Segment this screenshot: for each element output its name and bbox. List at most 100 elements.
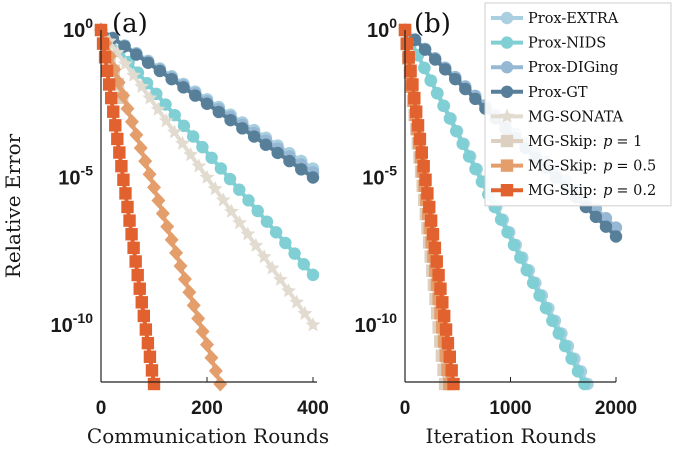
panel-a-mg-skip-p-0-2-marker: [111, 132, 124, 146]
legend-item-mg-skip-p-1: MG-Skip: p = 1: [491, 134, 642, 150]
panel-a-mg-skip-p-0-5-marker: [129, 127, 144, 143]
panel-b-prox-nids-marker: [565, 352, 578, 365]
legend-label: Prox-GT: [528, 85, 588, 101]
panel-a-mg-sonata-marker: [167, 124, 182, 139]
legend-item-prox-extra: Prox-EXTRA: [491, 11, 619, 27]
panel-a-mg-skip-p-0-5-series: [94, 22, 228, 392]
panel-b-mg-skip-p-0-2-marker: [434, 282, 447, 295]
panel-a-mg-skip-p-0-5-marker: [142, 166, 157, 182]
legend-label: MG-SONATA: [528, 109, 624, 125]
panel-b-mg-skip-p-0-2-marker: [439, 323, 453, 336]
panel-b-mg-skip-p-0-2-marker: [398, 23, 412, 37]
panel-a-mg-skip-p-0-2-marker: [127, 241, 140, 255]
panel-a-mg-sonata-marker: [134, 78, 150, 93]
panel-a-mg-sonata-marker: [281, 283, 296, 298]
panel-b-x-tick-label: 0: [400, 398, 411, 419]
legend-label: MG-Skip: p = 0.5: [528, 159, 656, 175]
panel-a-prox-nids-marker: [177, 119, 191, 133]
panel-b-x-label: Iteration Rounds: [426, 424, 597, 448]
legend-label: MG-Skip: p = 0.2: [528, 183, 656, 199]
legend-mg-sonata-marker: [499, 108, 515, 123]
panel-b-mg-skip-p-0-2-marker: [415, 146, 428, 159]
panel-a-prox-gt-marker: [247, 130, 261, 143]
panel-b-prox-nids-marker: [546, 314, 559, 327]
panel-a-mg-skip-p-0-5-marker: [160, 219, 175, 235]
panel-b-prox-nids-marker: [514, 251, 527, 264]
panel-a-mg-sonata-marker: [256, 249, 272, 264]
panel-a-prox-nids-marker: [279, 236, 292, 250]
panel-a-mg-skip-p-0-2-marker: [117, 173, 130, 186]
panel-b-mg-skip-p-0-2-marker: [445, 364, 458, 377]
panel-a-mg-skip-p-0-2-marker: [143, 350, 157, 363]
panel-a-mg-sonata-marker: [248, 237, 264, 252]
panel-a-prox-nids-marker: [288, 247, 301, 260]
panel-b-prox-nids-marker: [418, 61, 431, 75]
panel-a-prox-gt-marker: [153, 64, 167, 78]
panel-a-mg-skip-p-0-5-marker: [186, 297, 201, 313]
panel-b-y-tick-label: 10-10: [355, 310, 398, 337]
panel-b-mg-skip-p-0-2-series: [398, 23, 460, 391]
legend-prox-diging-marker: [500, 60, 514, 74]
panel-a-prox-gt-marker: [306, 171, 320, 184]
panel-a-mg-skip-p-0-5-marker: [177, 271, 192, 287]
panel-a-mg-skip-p-0-5-marker: [182, 284, 197, 300]
legend-prox-gt-marker: [500, 85, 514, 99]
panel-b-mg-skip-p-0-2-marker: [424, 214, 438, 227]
panel-a-prox-gt-marker: [189, 89, 202, 102]
panel-a-mg-sonata-marker: [232, 215, 247, 230]
panel-a-mg-sonata-marker: [289, 294, 305, 309]
panel-a-mg-skip-p-0-2-marker: [109, 119, 122, 132]
panel-b-prox-nids-marker: [552, 327, 565, 340]
panel-a-prox-nids-marker: [260, 215, 274, 228]
panel-a-mg-skip-p-0-5-marker: [191, 310, 206, 326]
panel-a-y-tick-label: 100: [63, 15, 93, 42]
panel-a-mg-sonata-marker: [297, 305, 313, 320]
panel-a-x-tick-label: 0: [96, 398, 107, 419]
panel-a-mg-skip-p-0-2-marker: [107, 105, 120, 118]
panel-a-mg-skip-p-0-2-marker: [141, 336, 155, 350]
panel-b-mg-skip-p-0-2-marker: [437, 309, 451, 323]
panel-b-prox-nids-marker: [571, 365, 585, 378]
panel-b-prox-gt-marker: [469, 92, 482, 106]
panel-a-mg-skip-p-0-5-marker: [208, 363, 223, 379]
panel-a-mg-sonata-marker: [183, 147, 199, 162]
panel-a-mg-skip-p-0-2-marker: [131, 268, 144, 282]
panel-b-y-tick-label: 100: [367, 15, 397, 42]
panel-a-ticks: 0 200 400 100 10-5 10-10: [51, 15, 329, 419]
panel-b-mg-skip-p-0-2-marker: [436, 296, 449, 309]
panel-a-prox-gt-series: [94, 23, 320, 184]
legend-item-mg-sonata: MG-SONATA: [491, 108, 624, 125]
panel-b-prox-gt-marker: [589, 210, 603, 224]
panel-b-prox-nids-series: [398, 23, 591, 391]
panel-a-prox-gt-marker: [200, 97, 214, 110]
panel-b-prox-nids-marker: [450, 124, 463, 138]
panel-a-prox-nids-marker: [196, 140, 209, 154]
panel-b-prox-nids-marker: [558, 339, 572, 353]
legend-label: Prox-DIGing: [528, 60, 618, 76]
panel-b-y-tick-label: 10-5: [362, 163, 397, 190]
panel-a-mg-skip-p-0-2-marker: [113, 146, 126, 159]
panel-b-prox-nids-marker: [430, 87, 444, 100]
panel-a-mg-sonata-marker: [305, 317, 321, 332]
panel-a-mg-skip-p-0-2-marker: [94, 23, 108, 37]
panel-a-mg-skip-p-0-5-marker: [116, 88, 131, 104]
panel-b-mg-skip-p-0-2-marker: [411, 119, 425, 132]
panel-b-prox-nids-marker: [520, 264, 533, 277]
panel-a-prox-nids-marker: [306, 268, 320, 282]
panel-a-mg-skip-p-0-5-marker: [124, 114, 139, 130]
panel-b-prox-nids-marker: [539, 301, 553, 315]
panel-b-mg-skip-p-0-2-marker: [417, 159, 430, 173]
panel-a-mg-skip-p-0-2-marker: [96, 37, 110, 50]
panel-b-prox-gt-marker: [609, 230, 623, 243]
legend-item-prox-gt: Prox-GT: [491, 85, 588, 101]
panel-a-mg-skip-p-0-2-marker: [133, 282, 146, 295]
panel-b-prox-gt-marker: [428, 53, 442, 66]
panel-a-mg-skip-p-0-5-marker: [169, 245, 184, 261]
panel-a-mg-skip-p-0-5-marker: [173, 258, 188, 274]
legend-item-prox-nids: Prox-NIDS: [491, 36, 606, 52]
y-axis-label: Relative Error: [1, 133, 25, 278]
panel-b-prox-gt-marker: [438, 63, 452, 76]
panel-a-mg-skip-p-0-2-marker: [115, 159, 128, 173]
panel-b-mg-skip-p-0-2-marker: [441, 336, 455, 350]
legend-mg-skip-p-1-marker: [500, 134, 514, 148]
